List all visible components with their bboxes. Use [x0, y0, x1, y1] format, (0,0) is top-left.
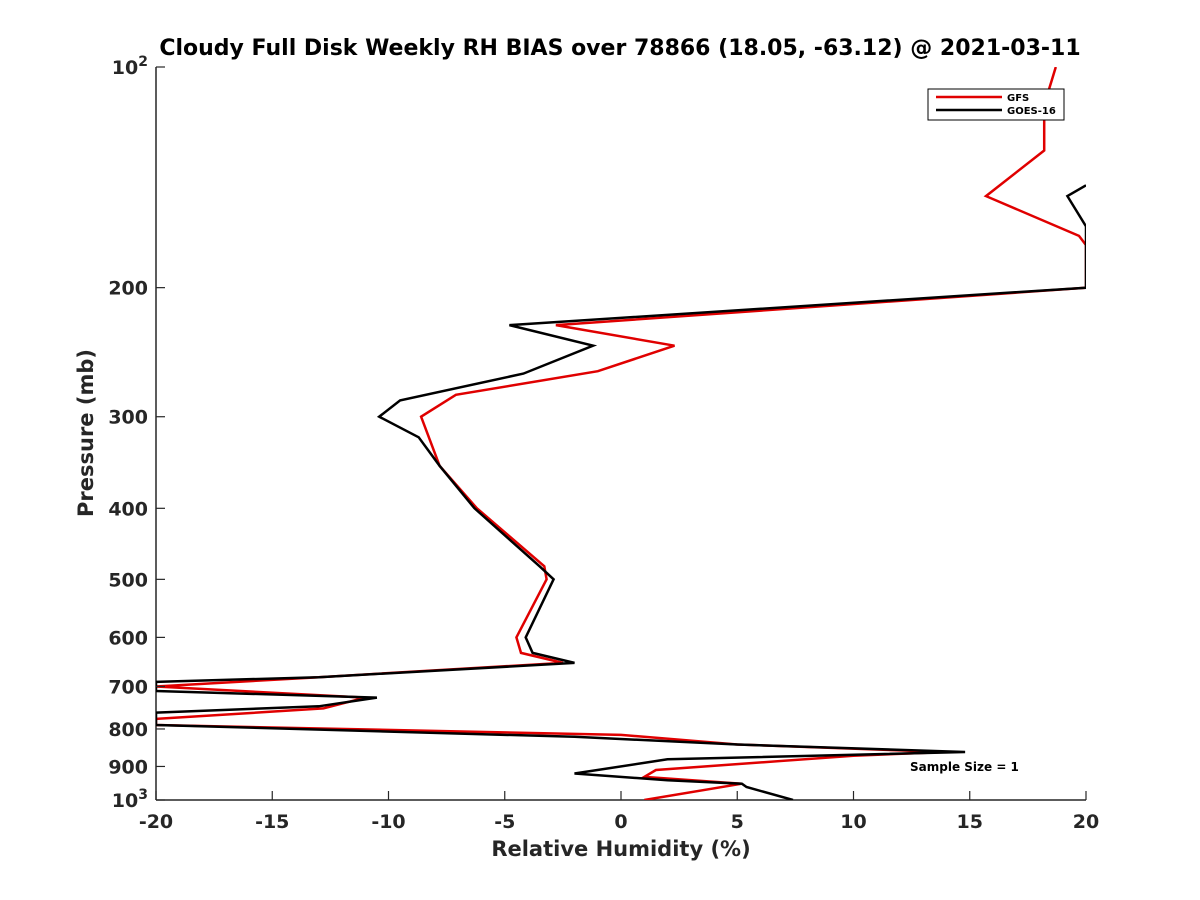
y-tick-label: 400: [108, 498, 148, 520]
y-tick-label: 900: [108, 756, 148, 778]
sample-size-annotation: Sample Size = 1: [910, 760, 1019, 774]
series-layer: [156, 67, 1086, 800]
y-tick-label: 800: [108, 719, 148, 741]
y-tick-label: 300: [108, 407, 148, 429]
x-tick-label: 20: [1073, 811, 1099, 833]
x-tick-label: 15: [957, 811, 983, 833]
x-tick-label: -15: [255, 811, 289, 833]
plot-area: -20 -15 -10 -5 0 5 10 15 20 102 200 300 400 500 600 70…: [108, 54, 1099, 833]
chart-title: Cloudy Full Disk Weekly RH BIAS over 788…: [159, 36, 1080, 61]
y-tick-label: 103: [112, 787, 148, 812]
x-tick-label: 5: [731, 811, 744, 833]
legend-box: [927, 88, 1065, 121]
legend-label-gfs: GFS: [1007, 93, 1029, 104]
x-tick-label: -10: [371, 811, 405, 833]
x-tick-label: 0: [614, 811, 627, 833]
x-axis-label: Relative Humidity (%): [491, 837, 750, 861]
y-tick-label: 500: [108, 569, 148, 591]
y-tick-label: 700: [108, 676, 148, 698]
y-axis-label: Pressure (mb): [74, 349, 98, 517]
x-tick-label: -20: [139, 811, 173, 833]
legend: GFS GOES-16: [927, 88, 1065, 121]
y-tick-label: 102: [112, 54, 148, 79]
x-ticks: -20 -15 -10 -5 0 5 10 15 20: [139, 791, 1099, 833]
y-tick-label: 200: [108, 278, 148, 300]
y-ticks: 102 200 300 400 500 600 700 800 900 103: [108, 54, 165, 812]
series-line-goes-16: [156, 184, 1086, 800]
plot-frame: [156, 67, 1086, 800]
x-tick-label: 10: [840, 811, 866, 833]
legend-label-goes16: GOES-16: [1007, 106, 1056, 117]
y-tick-label: 600: [108, 627, 148, 649]
x-tick-label: -5: [494, 811, 515, 833]
